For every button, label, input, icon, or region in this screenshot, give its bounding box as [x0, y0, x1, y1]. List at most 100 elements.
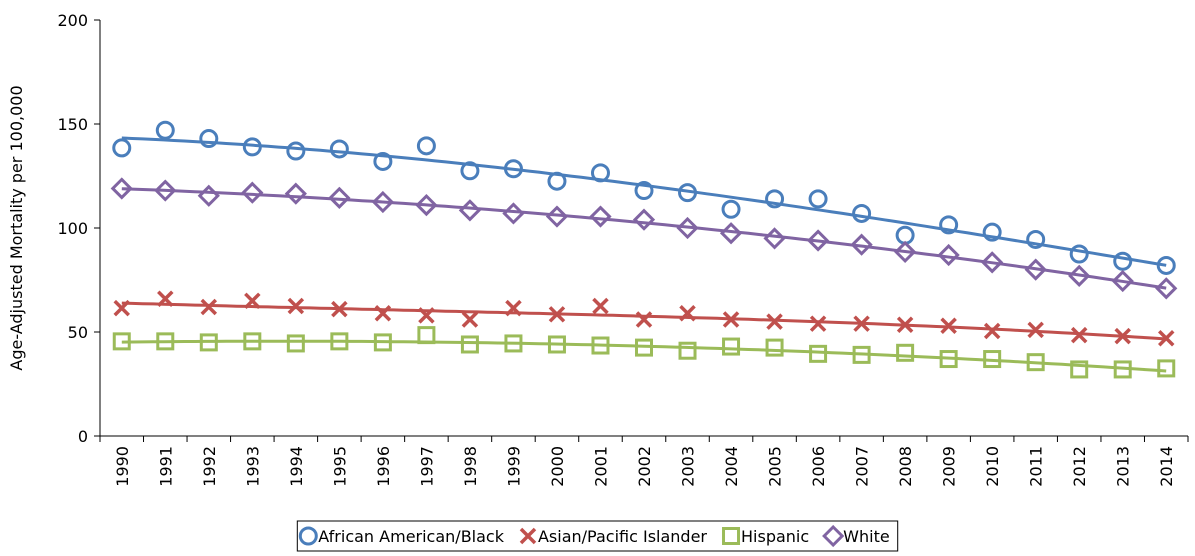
x-tick-label: 2005 [766, 446, 785, 487]
marker [808, 189, 828, 209]
marker [1111, 269, 1134, 293]
marker [634, 181, 654, 201]
x-tick-label: 2007 [853, 446, 872, 487]
x-tick-label: 2013 [1114, 446, 1133, 487]
marker [286, 334, 305, 353]
marker [416, 136, 436, 156]
marker [981, 251, 1004, 274]
marker [458, 199, 482, 222]
marker [373, 333, 392, 352]
marker [241, 181, 264, 204]
marker [155, 120, 175, 140]
marker [110, 177, 133, 200]
marker [765, 189, 785, 209]
marker [1068, 264, 1091, 287]
y-axis-label: Age-Adjusted Mortality per 100,000 [7, 85, 26, 370]
marker [502, 202, 525, 225]
x-tick-label: 2010 [983, 446, 1002, 487]
marker [1156, 255, 1176, 275]
legend-label: White [843, 527, 890, 546]
marker [1158, 330, 1175, 347]
marker [1026, 353, 1045, 372]
marker [1114, 327, 1131, 345]
x-tick-label: 1993 [243, 446, 262, 487]
marker [113, 299, 130, 317]
x-tick-label: 2001 [591, 446, 610, 487]
x-tick-label: 2003 [679, 446, 698, 487]
x-tick-label: 1996 [374, 446, 393, 487]
marker [154, 179, 177, 202]
trend-line [121, 136, 1167, 267]
marker [940, 317, 957, 334]
marker [199, 333, 218, 352]
marker [809, 315, 827, 332]
marker [722, 337, 741, 356]
x-tick-label: 1997 [417, 446, 436, 487]
marker [331, 300, 348, 318]
marker [374, 305, 392, 322]
x-tick-label: 2012 [1070, 446, 1089, 487]
marker [461, 311, 479, 328]
marker [1155, 277, 1178, 300]
y-tick-label: 200 [57, 11, 88, 30]
marker [896, 316, 914, 333]
marker [719, 222, 743, 245]
y-tick-label: 150 [57, 115, 88, 134]
marker [547, 171, 567, 191]
x-tick-label: 1991 [156, 446, 175, 487]
marker [371, 190, 395, 214]
x-tick-label: 1998 [461, 446, 480, 487]
marker [197, 184, 220, 207]
marker [983, 322, 1001, 340]
x-tick-label: 2009 [940, 446, 959, 487]
marker [721, 199, 741, 219]
x-tick-label: 1994 [287, 446, 306, 487]
marker [678, 341, 697, 360]
marker [329, 139, 349, 159]
marker [1026, 229, 1046, 249]
marker [460, 161, 480, 181]
marker [983, 350, 1002, 369]
marker [545, 205, 569, 228]
x-tick-label: 1992 [200, 446, 219, 487]
marker [809, 344, 828, 363]
marker [982, 222, 1002, 242]
marker [157, 290, 174, 307]
x-tick-label: 2006 [809, 446, 828, 487]
marker [806, 229, 830, 252]
marker [505, 299, 522, 317]
marker [156, 332, 175, 351]
marker [330, 332, 349, 351]
marker [548, 306, 566, 323]
marker [415, 193, 438, 217]
marker [896, 343, 915, 362]
marker [1070, 326, 1088, 344]
x-tick-label: 2000 [548, 446, 567, 487]
marker [679, 305, 696, 322]
x-tick-label: 1995 [330, 446, 349, 487]
marker [676, 216, 699, 240]
legend-label: Asian/Pacific Islander [538, 527, 707, 546]
marker [112, 332, 131, 351]
marker [417, 326, 436, 345]
marker [853, 315, 870, 332]
legend-marker [722, 527, 741, 545]
marker [591, 336, 610, 355]
x-tick-label: 2011 [1027, 446, 1046, 487]
marker [244, 292, 261, 310]
marker [200, 298, 218, 316]
marker [1024, 258, 1047, 281]
marker [286, 141, 306, 161]
y-tick-label: 100 [57, 219, 88, 238]
marker [722, 311, 740, 328]
x-tick-label: 2004 [722, 446, 741, 487]
marker [199, 129, 219, 149]
marker [939, 350, 958, 369]
marker [1069, 244, 1089, 264]
marker [1070, 360, 1089, 379]
marker [850, 233, 873, 256]
marker [547, 335, 566, 354]
legend: African American/Black Asian/Pacific Isla… [296, 520, 899, 552]
legend-box [296, 520, 899, 552]
x-tick-label: 1999 [504, 446, 523, 487]
